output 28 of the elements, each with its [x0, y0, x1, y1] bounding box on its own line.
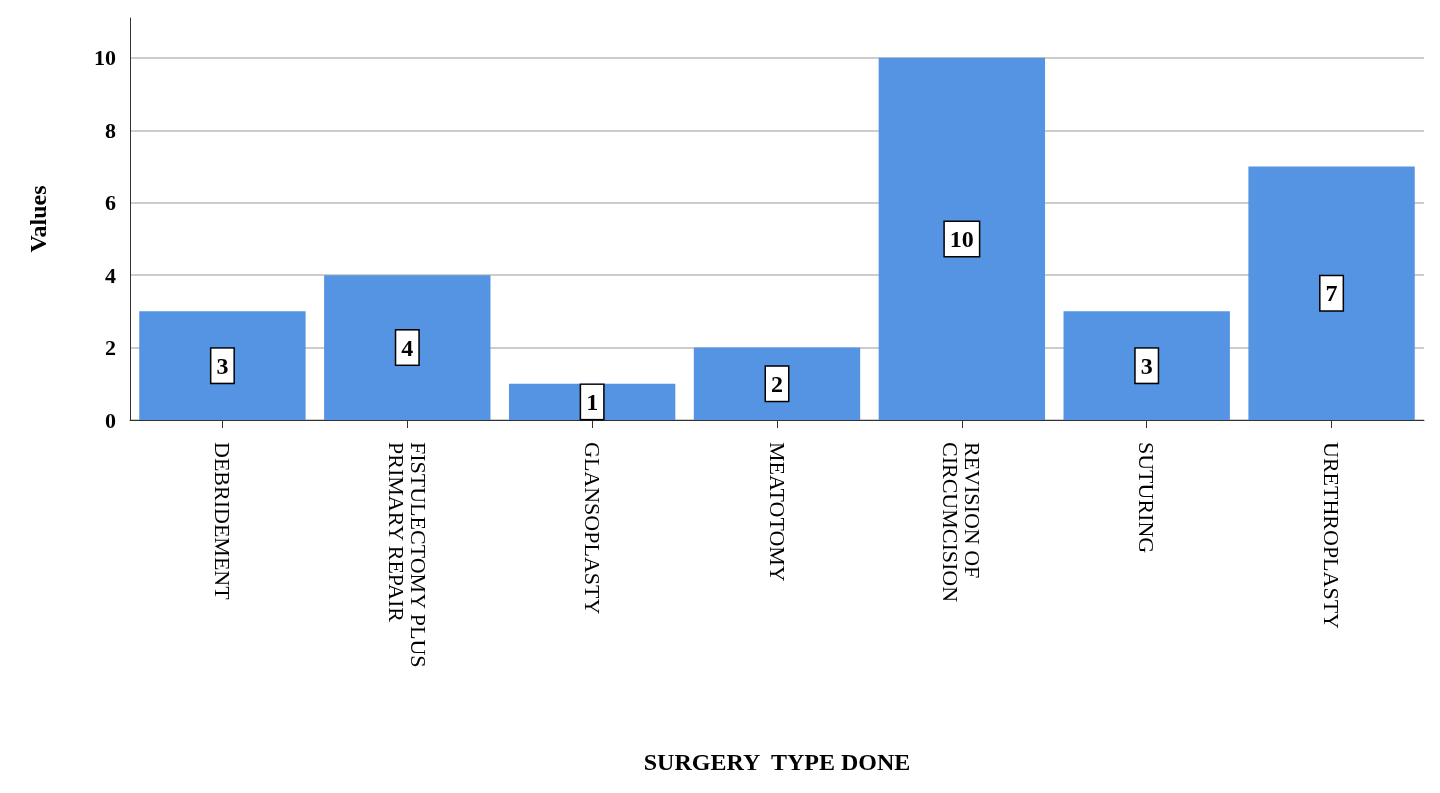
data-label: 2: [771, 370, 783, 397]
x-axis-title: SURGERY TYPE DONE: [643, 749, 911, 775]
data-label: 1: [586, 388, 599, 415]
x-tick-label: REVISION OF CIRCUMCISION: [938, 442, 986, 603]
y-tick-label: 10: [94, 45, 116, 71]
data-label: 7: [1325, 280, 1338, 307]
x-tick-label: SUTURING: [1134, 442, 1160, 554]
bar: [139, 311, 306, 420]
x-tick-label: GLANSOPLASTY: [579, 442, 605, 615]
data-label: 3: [216, 352, 229, 379]
bar: [324, 275, 491, 420]
y-tick-label: 2: [105, 335, 116, 361]
bar: [1063, 311, 1230, 420]
bar: [1248, 166, 1415, 420]
x-tick-label: DEBRIDEMENT: [209, 442, 235, 601]
y-tick-label: 8: [105, 117, 116, 143]
bar: [693, 347, 861, 420]
data-label: 4: [401, 334, 414, 361]
bar: [878, 57, 1046, 420]
x-tick-label: URETHROPLASTY: [1319, 442, 1345, 630]
y-tick-label: 4: [105, 262, 116, 288]
x-tick-label: MEATOTOMY: [764, 442, 790, 582]
data-label: 3: [1140, 352, 1153, 379]
y-tick-label: 0: [105, 407, 116, 433]
x-tick-label: FISTULECTOMY PLUS PRIMARY REPAIR: [383, 442, 431, 668]
data-label: 10: [949, 225, 974, 252]
y-axis-title: Values: [25, 185, 51, 253]
y-tick-label: 6: [105, 190, 116, 216]
